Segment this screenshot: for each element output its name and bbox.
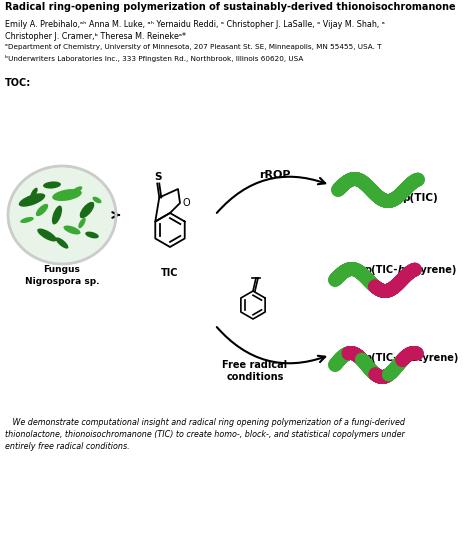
Ellipse shape [43,182,61,188]
Ellipse shape [52,206,62,224]
Ellipse shape [92,197,101,204]
Text: Free radical
conditions: Free radical conditions [222,360,288,382]
Text: We demonstrate computational insight and radical ring opening polymerization of : We demonstrate computational insight and… [5,418,405,427]
Ellipse shape [85,231,99,238]
Text: S: S [155,172,162,183]
Ellipse shape [55,237,68,249]
Text: Radical ring-opening polymerization of sustainably-derived thionoisochromanone: Radical ring-opening polymerization of s… [5,2,456,12]
Text: p(TIC): p(TIC) [402,193,438,203]
Text: TIC: TIC [161,268,179,278]
Text: ᵇUnderwriters Laboratories Inc., 333 Pfingsten Rd., Northbrook, Illinois 60620, : ᵇUnderwriters Laboratories Inc., 333 Pfi… [5,55,303,62]
Text: thionolactone, thionoisochromanone (TIC) to create homo-, block-, and statistica: thionolactone, thionoisochromanone (TIC)… [5,430,405,439]
Ellipse shape [72,186,82,194]
Text: TOC:: TOC: [5,78,31,88]
Ellipse shape [64,226,81,235]
Text: O: O [182,198,190,208]
Text: p(TIC-: p(TIC- [365,265,398,275]
Text: -styrene): -styrene) [409,353,459,363]
Text: rROP: rROP [259,170,291,180]
Text: Emily A. Prebihalo,ᵃʰ Anna M. Luke, ᵃʰ Yernaidu Reddi, ᵃ Christopher J. LaSalle,: Emily A. Prebihalo,ᵃʰ Anna M. Luke, ᵃʰ Y… [5,20,385,29]
Ellipse shape [30,187,38,198]
Ellipse shape [52,189,82,201]
Text: Christopher J. Cramer,ᵇ Theresa M. Reinekeᵃ*: Christopher J. Cramer,ᵇ Theresa M. Reine… [5,32,186,41]
Text: entirely free radical conditions.: entirely free radical conditions. [5,442,129,451]
Ellipse shape [36,204,48,216]
Text: p(TIC-: p(TIC- [365,353,398,363]
Ellipse shape [80,202,94,218]
Text: -styrene): -styrene) [407,265,457,275]
Ellipse shape [20,217,34,223]
Text: b: b [398,265,405,275]
Text: co: co [398,353,410,363]
Ellipse shape [19,193,45,207]
Text: ᵃDepartment of Chemistry, University of Minnesota, 207 Pleasant St. SE, Minneapo: ᵃDepartment of Chemistry, University of … [5,44,382,50]
Text: Fungus
Nigrospora sp.: Fungus Nigrospora sp. [25,265,99,286]
Ellipse shape [37,229,57,242]
Ellipse shape [78,217,86,228]
Ellipse shape [8,166,116,264]
